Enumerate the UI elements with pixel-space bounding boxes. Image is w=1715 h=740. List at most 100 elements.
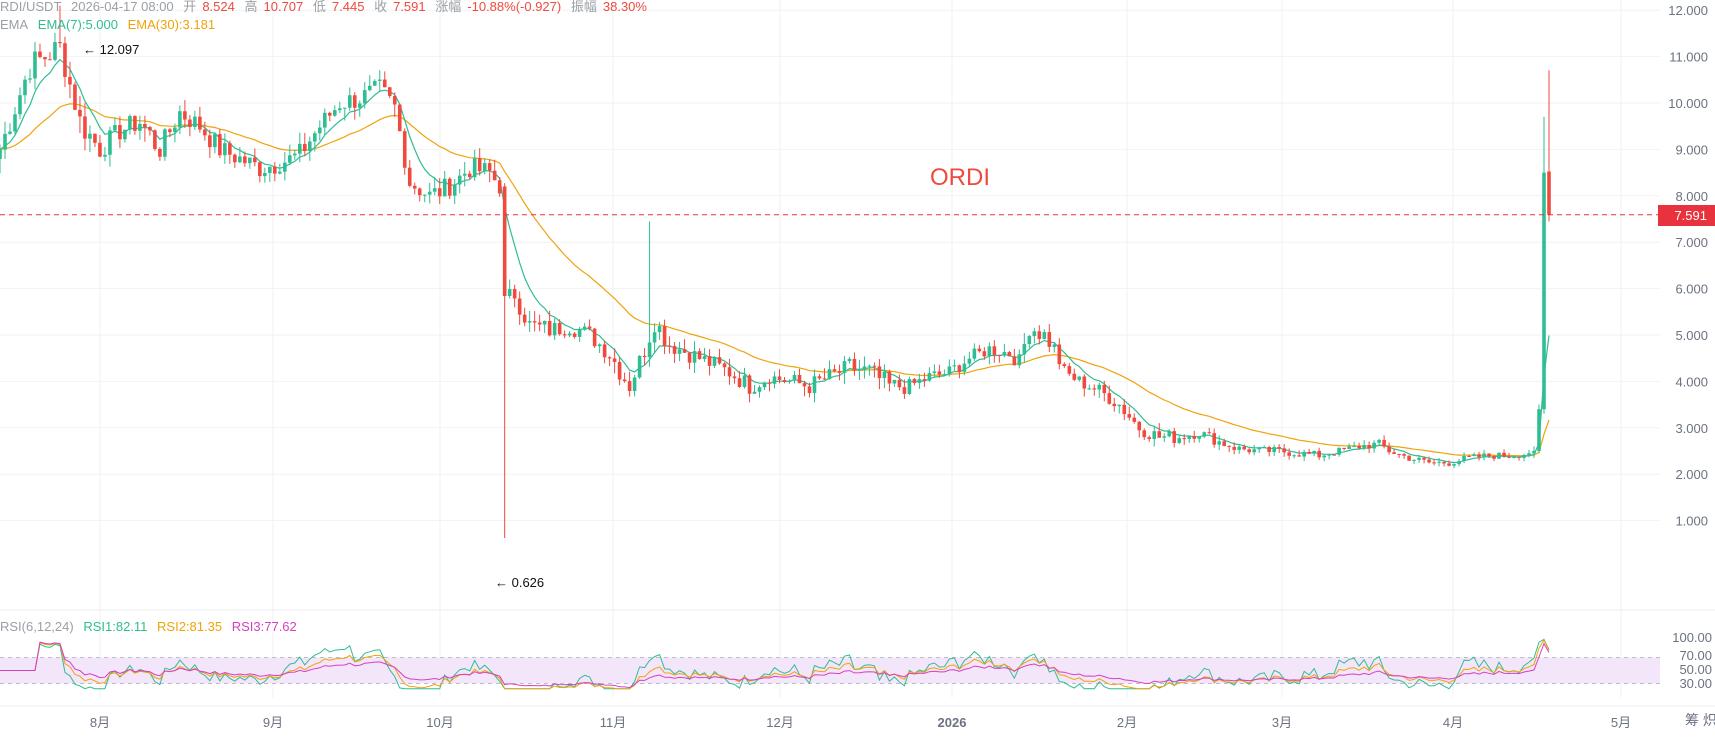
candle-body: [672, 346, 677, 354]
candle: [163, 127, 167, 161]
candle: [702, 347, 707, 363]
candle: [1002, 343, 1007, 358]
candle: [932, 364, 937, 378]
candle-body: [13, 114, 17, 132]
candle-body: [1487, 453, 1491, 457]
candle-body: [283, 162, 287, 172]
candle: [1277, 444, 1281, 453]
rsi-rsi3-line: [0, 641, 1550, 689]
candle-body: [827, 369, 832, 380]
candle: [1252, 444, 1256, 456]
candle-body: [1097, 384, 1102, 390]
candle: [322, 108, 327, 136]
candle: [213, 132, 217, 154]
candle-body: [1207, 432, 1212, 434]
candle-body: [382, 79, 387, 88]
candle: [153, 129, 157, 151]
candle-body: [967, 358, 972, 364]
candle: [1492, 455, 1496, 462]
candle: [997, 354, 1002, 363]
candle-body: [1212, 433, 1217, 445]
candle: [357, 100, 362, 117]
candle-body: [522, 314, 527, 323]
candle: [1312, 450, 1316, 457]
candle: [1327, 453, 1331, 460]
candle-body: [997, 355, 1002, 357]
candle-body: [1267, 447, 1271, 453]
candle-body: [817, 376, 822, 379]
candle: [542, 320, 547, 334]
rsi-tick-label: 100.00: [1672, 630, 1712, 645]
candle: [188, 115, 192, 137]
rsi2-legend: RSI2:81.35: [157, 619, 223, 634]
candle: [412, 182, 417, 195]
candle-body: [1007, 351, 1012, 357]
candle: [707, 349, 712, 376]
candle: [148, 125, 152, 136]
candle: [1337, 447, 1341, 457]
candle: [1187, 435, 1192, 443]
candle-body: [527, 321, 532, 323]
candle: [273, 162, 277, 182]
candle-body: [472, 158, 477, 178]
candle: [1387, 442, 1391, 455]
candle-body: [662, 326, 667, 346]
candle-body: [53, 42, 57, 60]
candle-body: [128, 116, 132, 130]
candle-body: [902, 387, 907, 394]
candle-body: [73, 84, 77, 110]
candle-body: [602, 344, 607, 358]
candle: [1152, 426, 1157, 447]
max-price-marker: ← 12.097: [83, 42, 140, 57]
candle-body: [58, 42, 62, 44]
datetime-label: 2026-04-17 08:00: [71, 0, 174, 14]
candle: [1217, 435, 1222, 451]
candle-body: [697, 351, 702, 360]
candle: [887, 369, 892, 392]
candle-body: [317, 127, 322, 134]
candle-body: [542, 320, 547, 325]
candle-body: [517, 298, 522, 315]
candle-body: [627, 381, 632, 392]
candle: [637, 355, 642, 379]
candle-body: [1377, 439, 1381, 443]
candle-body: [322, 112, 327, 128]
candle-body: [1117, 404, 1122, 407]
candle-body: [712, 357, 717, 366]
candle-body: [807, 386, 812, 394]
candle: [98, 135, 102, 158]
candle: [1007, 350, 1012, 357]
candle: [1282, 444, 1286, 457]
candle: [672, 341, 677, 363]
candle-body: [88, 133, 92, 139]
candle-body: [582, 326, 587, 330]
candle: [597, 343, 602, 353]
candle: [128, 114, 132, 135]
candle: [108, 126, 112, 167]
candle-body: [742, 375, 747, 387]
candle: [1027, 334, 1032, 348]
candle-body: [1472, 454, 1476, 457]
candle: [0, 144, 2, 174]
candle-body: [1497, 452, 1501, 459]
candle: [1517, 456, 1521, 461]
candle-body: [642, 355, 647, 358]
candle: [1532, 446, 1536, 458]
candle: [757, 385, 762, 398]
candle: [1287, 448, 1291, 460]
candle: [1272, 444, 1276, 457]
candle-body: [1077, 376, 1082, 380]
candle: [1452, 463, 1456, 469]
candle: [992, 340, 997, 363]
candle-body: [1252, 449, 1256, 453]
candle-body: [268, 166, 272, 173]
candle: [1507, 452, 1511, 459]
candle-body: [48, 59, 52, 61]
candle-body: [1062, 364, 1067, 367]
candle-body: [612, 358, 617, 362]
x-tick-label: 8月: [90, 715, 110, 730]
candle-body: [1232, 446, 1237, 450]
candle-body: [1362, 445, 1366, 449]
ema7-line: [0, 58, 1550, 464]
